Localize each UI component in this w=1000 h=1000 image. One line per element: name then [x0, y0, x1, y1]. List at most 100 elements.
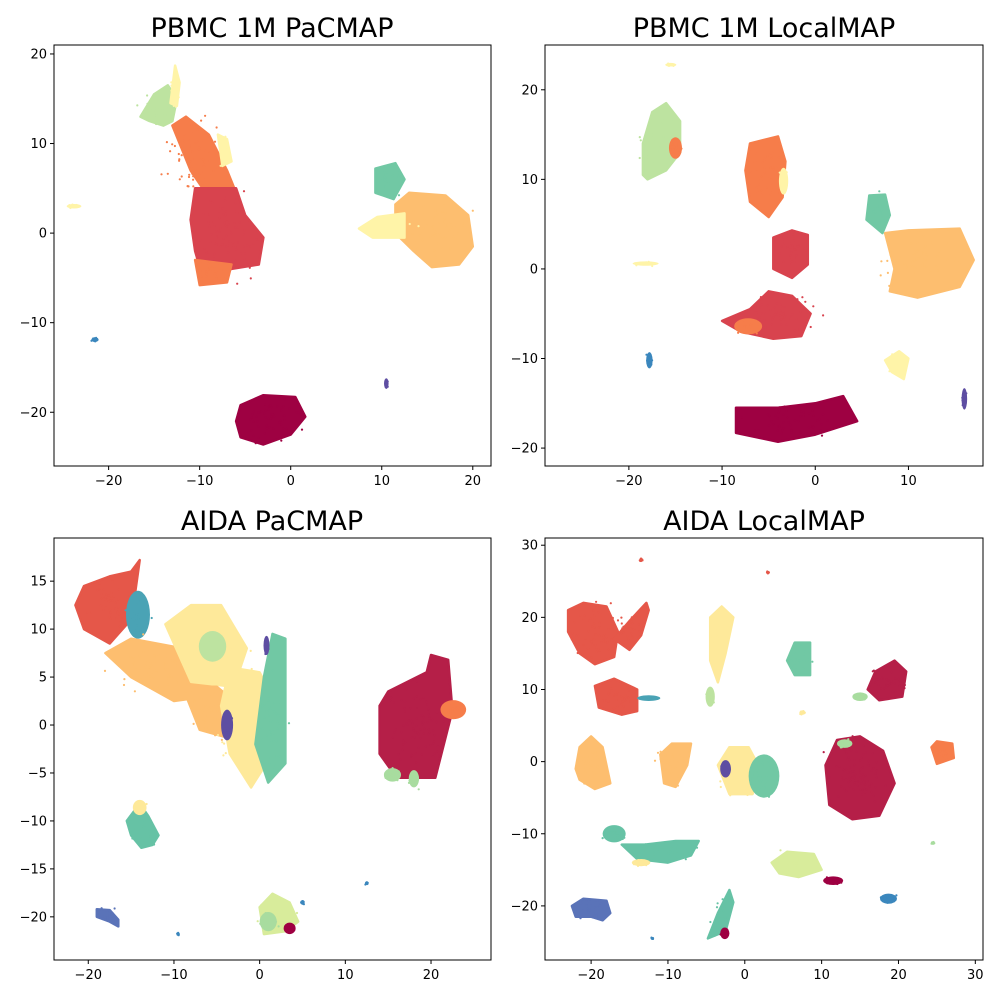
scatter-point: [218, 643, 221, 647]
scatter-point: [131, 610, 134, 614]
scatter-point: [721, 898, 724, 901]
scatter-point: [440, 223, 443, 226]
scatter-point: [781, 184, 784, 187]
scatter-point: [390, 696, 393, 699]
cluster-body: [930, 740, 956, 766]
scatter-point: [945, 750, 948, 753]
scatter-point: [396, 779, 399, 782]
scatter-point: [770, 182, 773, 185]
scatter-point: [722, 622, 725, 625]
scatter-point: [400, 731, 403, 734]
scatter-point: [652, 135, 656, 138]
scatter-point: [402, 739, 405, 742]
scatter-point: [711, 695, 714, 699]
scatter-point: [110, 591, 113, 594]
cluster: [132, 799, 148, 816]
scatter-point: [300, 428, 304, 431]
scatter-point: [142, 825, 145, 828]
scatter-point: [680, 768, 683, 771]
scatter-point: [879, 211, 883, 214]
cluster: [632, 260, 659, 268]
scatter-point: [755, 770, 759, 774]
scatter-point: [621, 706, 625, 710]
cluster: [653, 742, 693, 789]
scatter-point: [789, 248, 792, 251]
scatter-point: [871, 670, 874, 673]
scatter-point: [652, 139, 655, 142]
scatter-point: [768, 414, 771, 417]
scatter-point: [197, 148, 201, 151]
scatter-point: [825, 876, 829, 879]
scatter-point: [177, 642, 180, 645]
scatter-point: [120, 573, 123, 576]
scatter-point: [719, 915, 722, 918]
scatter-point: [786, 870, 789, 874]
scatter-point: [232, 692, 235, 696]
scatter-point: [265, 427, 269, 430]
scatter-point: [229, 724, 232, 727]
scatter-point: [408, 779, 411, 782]
scatter-point: [436, 750, 439, 753]
scatter-point: [384, 182, 387, 185]
scatter-point: [852, 788, 855, 791]
scatter-point: [675, 147, 678, 150]
scatter-point: [383, 223, 387, 226]
scatter-point: [707, 692, 711, 695]
scatter-point: [461, 237, 464, 240]
scatter-point: [178, 159, 181, 162]
scatter-point: [788, 256, 792, 259]
scatter-point: [239, 707, 242, 710]
scatter-point: [648, 352, 651, 355]
scatter-point: [800, 858, 803, 861]
scatter-point: [412, 697, 415, 700]
scatter-point: [431, 233, 434, 236]
scatter-point: [176, 90, 179, 93]
scatter-point: [944, 752, 947, 756]
scatter-point: [455, 707, 458, 710]
scatter-point: [386, 173, 389, 176]
scatter-point: [448, 230, 451, 233]
scatter-point: [109, 617, 112, 620]
scatter-point: [210, 233, 213, 236]
scatter-point: [636, 864, 640, 868]
scatter-point: [125, 603, 128, 606]
scatter-point: [652, 849, 655, 852]
scatter-point: [596, 906, 599, 909]
scatter-point: [117, 606, 120, 609]
scatter-point: [164, 668, 167, 671]
scatter-point: [879, 197, 882, 200]
scatter-point: [204, 721, 207, 724]
scatter-point: [139, 836, 142, 839]
scatter-point: [227, 655, 230, 659]
scatter-point: [880, 260, 883, 263]
scatter-point: [109, 918, 112, 921]
scatter-point: [416, 776, 419, 779]
scatter-point: [192, 175, 195, 178]
scatter-point: [802, 662, 805, 666]
scatter-point: [236, 711, 240, 715]
scatter-point: [178, 158, 181, 161]
scatter-point: [663, 768, 666, 771]
scatter-point: [914, 267, 917, 270]
scatter-point: [935, 749, 938, 752]
scatter-point: [779, 865, 782, 868]
scatter-point: [413, 735, 416, 739]
cluster: [822, 735, 896, 821]
scatter-point: [594, 764, 597, 767]
scatter-point: [840, 776, 844, 779]
scatter-point: [635, 264, 638, 267]
scatter-point: [151, 108, 154, 111]
scatter-point: [173, 99, 176, 102]
scatter-point: [407, 719, 410, 722]
scatter-point: [877, 696, 880, 699]
scatter-point: [868, 785, 871, 788]
scatter-point: [155, 655, 158, 658]
scatter-point: [764, 312, 767, 315]
scatter-point: [235, 198, 238, 201]
scatter-point: [671, 755, 674, 758]
scatter-point: [880, 687, 883, 690]
scatter-point: [651, 133, 654, 136]
scatter-point: [754, 159, 758, 162]
scatter-point: [90, 611, 93, 614]
scatter-point: [599, 902, 603, 905]
